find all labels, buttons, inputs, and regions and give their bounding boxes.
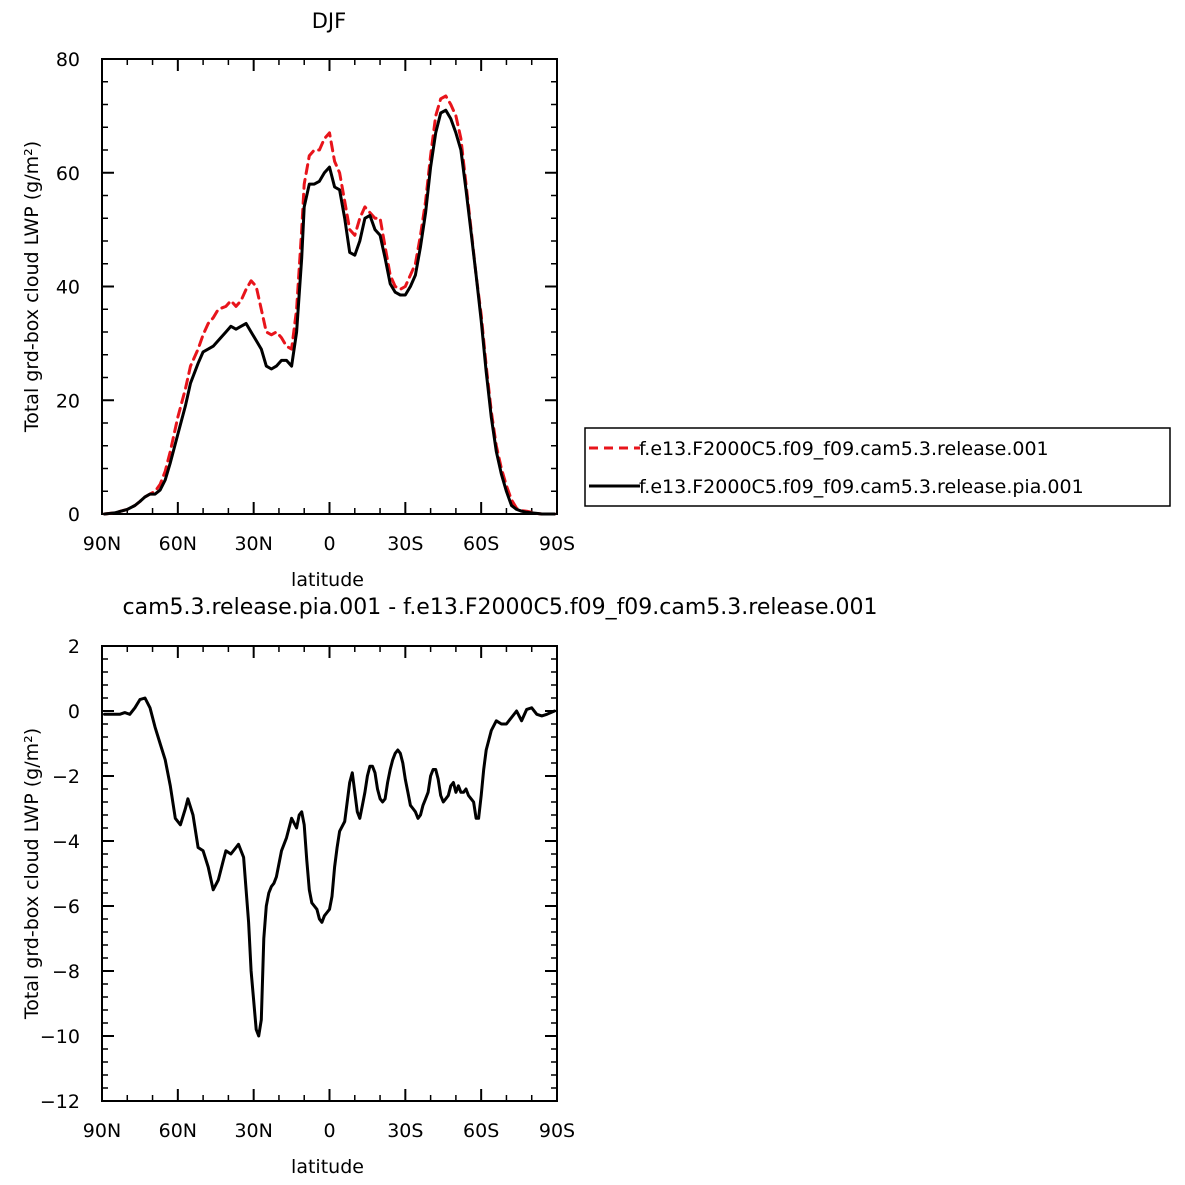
x-tick-label: 30S bbox=[387, 1120, 423, 1142]
y-tick-label: −12 bbox=[40, 1091, 80, 1113]
y-tick-label: 20 bbox=[56, 390, 80, 412]
x-tick-label: 90S bbox=[539, 1120, 575, 1142]
y-tick-label: −10 bbox=[40, 1026, 80, 1048]
x-tick-label: 30N bbox=[234, 1120, 272, 1142]
x-axis-label: latitude bbox=[291, 1156, 364, 1178]
chart-title: cam5.3.release.pia.001 - f.e13.F2000C5.f… bbox=[123, 595, 878, 620]
x-tick-label: 30N bbox=[234, 533, 272, 555]
y-tick-label: 40 bbox=[56, 277, 80, 299]
y-tick-label: 0 bbox=[68, 701, 80, 723]
y-axis-label: Total grd-box cloud LWP (g/m²) bbox=[21, 141, 43, 433]
x-tick-label: 60N bbox=[159, 533, 197, 555]
y-tick-label: 0 bbox=[68, 504, 80, 526]
y-axis-label: Total grd-box cloud LWP (g/m²) bbox=[21, 728, 43, 1020]
legend-entry-0: f.e13.F2000C5.f09_f09.cam5.3.release.001 bbox=[639, 438, 1049, 460]
x-tick-label: 0 bbox=[323, 1120, 335, 1142]
x-axis-label: latitude bbox=[291, 569, 364, 591]
bottom-panel: cam5.3.release.pia.001 - f.e13.F2000C5.f… bbox=[21, 595, 878, 1178]
y-tick-label: −4 bbox=[52, 831, 80, 853]
x-tick-label: 30S bbox=[387, 533, 423, 555]
y-tick-label: −2 bbox=[52, 766, 80, 788]
series-line-1 bbox=[103, 108, 556, 516]
x-tick-label: 90S bbox=[539, 533, 575, 555]
x-tick-label: 60N bbox=[159, 1120, 197, 1142]
top-panel: DJF 90N 60N 30N 0 30S 60S 90S 0 20 40 60 80 latitude T… bbox=[21, 9, 1171, 591]
x-tick-label: 0 bbox=[323, 533, 335, 555]
y-tick-label: −6 bbox=[52, 896, 80, 918]
legend-box bbox=[584, 427, 1171, 507]
legend-entry-1: f.e13.F2000C5.f09_f09.cam5.3.release.pia… bbox=[639, 476, 1084, 498]
x-tick-label: 90N bbox=[83, 1120, 121, 1142]
plot-frame bbox=[101, 645, 558, 1102]
y-tick-label: 2 bbox=[68, 636, 80, 658]
x-tick-label: 90N bbox=[83, 533, 121, 555]
y-tick-label: 60 bbox=[56, 163, 80, 185]
x-tick-label: 60S bbox=[463, 1120, 499, 1142]
y-tick-label: 80 bbox=[56, 49, 80, 71]
series-line-0 bbox=[103, 696, 556, 1038]
y-tick-label: −8 bbox=[52, 961, 80, 983]
x-tick-label: 60S bbox=[463, 533, 499, 555]
chart-title: DJF bbox=[312, 9, 346, 33]
